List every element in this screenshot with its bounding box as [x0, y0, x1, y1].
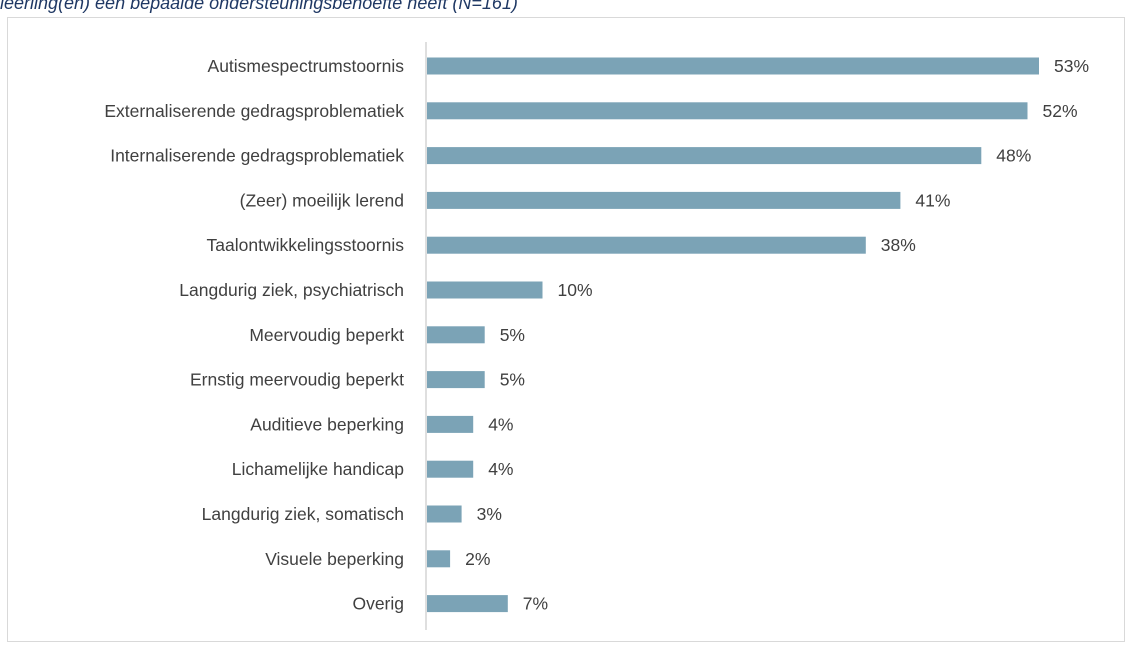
category-label-auditieve-beperking: Auditieve beperking — [250, 414, 404, 434]
data-label-auditieve-beperking: 4% — [488, 414, 513, 434]
data-label-overig: 7% — [523, 594, 548, 614]
data-label-meervoudig-beperkt: 5% — [500, 325, 525, 345]
category-label-langdurig-ziek-psychiatrisch: Langdurig ziek, psychiatrisch — [179, 280, 404, 300]
bar-langdurig-ziek-somatisch — [427, 505, 462, 523]
bar-externaliserende-gedragsproblematiek — [427, 102, 1028, 120]
category-label-visuele-beperking: Visuele beperking — [265, 549, 404, 569]
category-label-zeer-moeilijk-lerend: (Zeer) moeilijk lerend — [240, 190, 404, 210]
category-labels-group: Autismespectrumstoornis Externaliserende … — [104, 56, 404, 614]
data-label-langdurig-ziek-psychiatrisch: 10% — [558, 280, 593, 300]
category-label-lichamelijke-handicap: Lichamelijke handicap — [232, 459, 404, 479]
category-label-langdurig-ziek-somatisch: Langdurig ziek, somatisch — [202, 504, 404, 524]
bar-zeer-moeilijk-lerend — [427, 191, 901, 209]
chart-caption: leerling(en) een bepaalde ondersteunings… — [0, 0, 518, 13]
data-label-autismespectrumstoornis: 53% — [1054, 56, 1089, 76]
category-label-ernstig-meervoudig-beperkt: Ernstig meervoudig beperkt — [190, 370, 404, 390]
bar-internaliserende-gedragsproblematiek — [427, 147, 982, 165]
bar-lichamelijke-handicap — [427, 460, 474, 478]
bars-group — [427, 57, 1039, 613]
data-label-taalontwikkelingsstoornis: 38% — [881, 235, 916, 255]
bar-meervoudig-beperkt — [427, 326, 485, 344]
bar-autismespectrumstoornis — [427, 57, 1039, 75]
data-label-visuele-beperking: 2% — [465, 549, 490, 569]
category-label-internaliserende-gedragsproblematiek: Internaliserende gedragsproblematiek — [110, 146, 404, 166]
data-label-zeer-moeilijk-lerend: 41% — [915, 190, 950, 210]
bar-langdurig-ziek-psychiatrisch — [427, 281, 543, 299]
category-label-meervoudig-beperkt: Meervoudig beperkt — [249, 325, 404, 345]
data-label-internaliserende-gedragsproblematiek: 48% — [996, 146, 1031, 166]
chart-frame — [7, 17, 1125, 642]
data-label-externaliserende-gedragsproblematiek: 52% — [1043, 101, 1078, 121]
category-label-autismespectrumstoornis: Autismespectrumstoornis — [208, 56, 405, 76]
bar-overig — [427, 595, 508, 613]
category-label-taalontwikkelingsstoornis: Taalontwikkelingsstoornis — [207, 235, 405, 255]
bar-visuele-beperking — [427, 550, 451, 568]
bar-auditieve-beperking — [427, 415, 474, 433]
data-labels-group: 53% 52% 48% 41% 38% 10% 5% 5% 4% 4% 3% 2% 7% — [465, 56, 1089, 614]
category-label-overig: Overig — [352, 594, 404, 614]
data-label-ernstig-meervoudig-beperkt: 5% — [500, 370, 525, 390]
data-label-langdurig-ziek-somatisch: 3% — [477, 504, 502, 524]
bar-taalontwikkelingsstoornis — [427, 236, 866, 254]
data-label-lichamelijke-handicap: 4% — [488, 459, 513, 479]
bar-ernstig-meervoudig-beperkt — [427, 371, 485, 389]
category-label-externaliserende-gedragsproblematiek: Externaliserende gedragsproblematiek — [104, 101, 404, 121]
